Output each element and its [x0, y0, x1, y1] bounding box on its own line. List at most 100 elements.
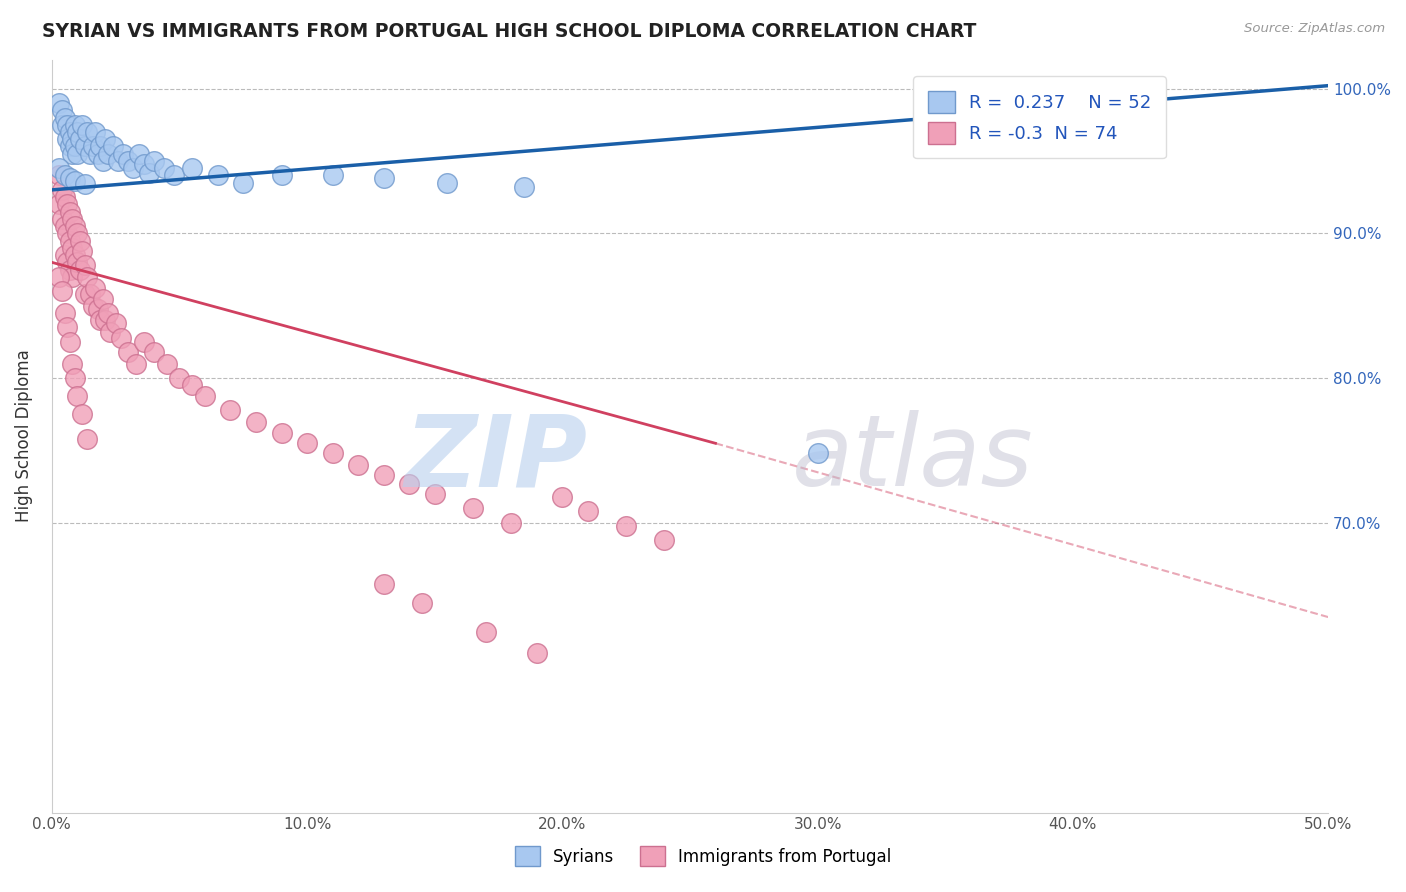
Point — [72, 244, 94, 258]
Point — [107, 153, 129, 168]
Point — [156, 357, 179, 371]
Point — [576, 504, 599, 518]
Point — [84, 281, 107, 295]
Point — [128, 146, 150, 161]
Point — [79, 287, 101, 301]
Point — [94, 313, 117, 327]
Point — [56, 255, 79, 269]
Point — [59, 139, 82, 153]
Legend: R =  0.237    N = 52, R = -0.3  N = 74: R = 0.237 N = 52, R = -0.3 N = 74 — [914, 76, 1166, 158]
Point — [53, 248, 76, 262]
Point — [53, 219, 76, 233]
Y-axis label: High School Diploma: High School Diploma — [15, 350, 32, 523]
Point — [59, 204, 82, 219]
Text: SYRIAN VS IMMIGRANTS FROM PORTUGAL HIGH SCHOOL DIPLOMA CORRELATION CHART: SYRIAN VS IMMIGRANTS FROM PORTUGAL HIGH … — [42, 22, 977, 41]
Point — [60, 269, 83, 284]
Point — [125, 357, 148, 371]
Point — [373, 468, 395, 483]
Point — [194, 388, 217, 402]
Point — [51, 211, 73, 226]
Point — [51, 103, 73, 118]
Point — [138, 165, 160, 179]
Point — [56, 132, 79, 146]
Text: atlas: atlas — [792, 410, 1033, 508]
Point — [97, 146, 120, 161]
Point — [59, 262, 82, 277]
Point — [63, 248, 86, 262]
Point — [163, 169, 186, 183]
Point — [89, 313, 111, 327]
Point — [59, 171, 82, 186]
Point — [73, 177, 96, 191]
Text: ZIP: ZIP — [405, 410, 588, 508]
Point — [73, 139, 96, 153]
Point — [181, 378, 204, 392]
Point — [94, 132, 117, 146]
Point — [101, 139, 124, 153]
Point — [79, 146, 101, 161]
Point — [60, 146, 83, 161]
Point — [112, 146, 135, 161]
Point — [63, 139, 86, 153]
Point — [48, 161, 70, 176]
Point — [63, 174, 86, 188]
Point — [69, 132, 91, 146]
Point — [53, 169, 76, 183]
Point — [60, 241, 83, 255]
Point — [100, 325, 122, 339]
Point — [806, 446, 828, 460]
Point — [373, 171, 395, 186]
Point — [153, 161, 176, 176]
Text: Source: ZipAtlas.com: Source: ZipAtlas.com — [1244, 22, 1385, 36]
Point — [53, 306, 76, 320]
Point — [82, 139, 104, 153]
Point — [219, 403, 242, 417]
Point — [423, 487, 446, 501]
Point — [76, 432, 98, 446]
Point — [122, 161, 145, 176]
Point — [117, 153, 139, 168]
Point — [270, 426, 292, 441]
Point — [73, 258, 96, 272]
Point — [104, 316, 127, 330]
Point — [322, 446, 344, 460]
Point — [181, 161, 204, 176]
Point — [232, 176, 254, 190]
Point — [53, 111, 76, 125]
Point — [73, 287, 96, 301]
Point — [66, 146, 89, 161]
Point — [1087, 85, 1109, 99]
Point — [69, 262, 91, 277]
Point — [513, 180, 536, 194]
Point — [132, 334, 155, 349]
Point — [132, 157, 155, 171]
Point — [97, 306, 120, 320]
Point — [48, 169, 70, 183]
Point — [654, 533, 676, 548]
Point — [69, 234, 91, 248]
Point — [84, 125, 107, 139]
Point — [169, 371, 191, 385]
Point — [60, 132, 83, 146]
Point — [207, 169, 229, 183]
Point — [72, 118, 94, 132]
Point — [59, 234, 82, 248]
Point — [56, 320, 79, 334]
Point — [86, 146, 108, 161]
Point — [63, 371, 86, 385]
Point — [51, 183, 73, 197]
Point — [551, 490, 574, 504]
Point — [461, 501, 484, 516]
Point — [76, 269, 98, 284]
Point — [501, 516, 523, 530]
Point — [56, 118, 79, 132]
Point — [91, 292, 114, 306]
Point — [373, 576, 395, 591]
Point — [347, 458, 370, 472]
Point — [72, 408, 94, 422]
Point — [474, 624, 496, 639]
Point — [63, 219, 86, 233]
Point — [66, 388, 89, 402]
Point — [59, 125, 82, 139]
Point — [436, 176, 458, 190]
